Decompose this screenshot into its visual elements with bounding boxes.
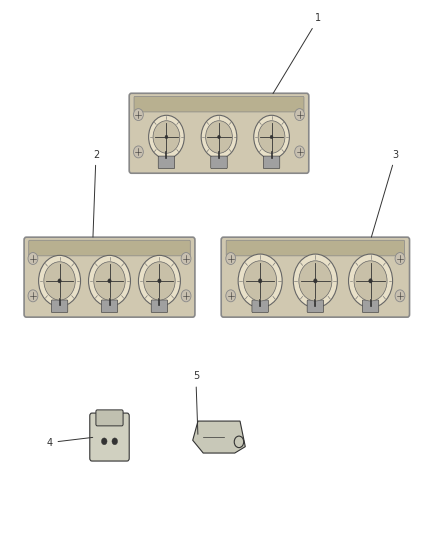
Polygon shape	[193, 421, 245, 453]
Circle shape	[395, 253, 405, 264]
Text: 5: 5	[193, 372, 199, 434]
Circle shape	[58, 279, 61, 283]
Circle shape	[254, 115, 290, 159]
Circle shape	[226, 290, 236, 302]
Circle shape	[181, 290, 191, 302]
Circle shape	[28, 290, 38, 302]
FancyBboxPatch shape	[129, 93, 309, 173]
Circle shape	[181, 253, 191, 264]
FancyBboxPatch shape	[211, 156, 227, 168]
Circle shape	[134, 109, 143, 120]
FancyBboxPatch shape	[221, 237, 410, 317]
Circle shape	[148, 115, 184, 159]
Circle shape	[134, 146, 143, 158]
FancyBboxPatch shape	[362, 300, 379, 312]
Circle shape	[293, 254, 337, 308]
Circle shape	[88, 255, 131, 306]
Circle shape	[369, 279, 372, 283]
Circle shape	[258, 120, 285, 154]
Circle shape	[165, 135, 168, 139]
Circle shape	[395, 290, 405, 302]
FancyBboxPatch shape	[252, 300, 268, 312]
Circle shape	[314, 279, 317, 283]
Circle shape	[144, 262, 175, 300]
Circle shape	[299, 261, 332, 301]
Circle shape	[94, 262, 125, 300]
Circle shape	[205, 120, 233, 154]
Circle shape	[238, 254, 282, 308]
Circle shape	[112, 438, 117, 445]
FancyBboxPatch shape	[307, 300, 324, 312]
Text: 4: 4	[46, 438, 93, 448]
FancyBboxPatch shape	[24, 237, 195, 317]
Circle shape	[295, 109, 304, 120]
Circle shape	[226, 253, 236, 264]
Circle shape	[44, 262, 75, 300]
FancyBboxPatch shape	[96, 410, 123, 426]
Circle shape	[102, 438, 107, 445]
Circle shape	[28, 253, 38, 264]
Circle shape	[354, 261, 387, 301]
Circle shape	[108, 279, 111, 283]
Circle shape	[158, 279, 161, 283]
FancyBboxPatch shape	[51, 300, 68, 312]
FancyBboxPatch shape	[158, 156, 175, 168]
FancyBboxPatch shape	[134, 96, 304, 112]
Circle shape	[218, 135, 220, 139]
FancyBboxPatch shape	[226, 240, 405, 256]
Circle shape	[201, 115, 237, 159]
Circle shape	[270, 135, 273, 139]
Circle shape	[153, 120, 180, 154]
Circle shape	[295, 146, 304, 158]
Text: 1: 1	[273, 13, 321, 94]
FancyBboxPatch shape	[90, 413, 129, 461]
FancyBboxPatch shape	[151, 300, 168, 312]
Circle shape	[244, 261, 277, 301]
Circle shape	[349, 254, 392, 308]
FancyBboxPatch shape	[263, 156, 280, 168]
FancyBboxPatch shape	[29, 240, 190, 256]
FancyBboxPatch shape	[101, 300, 118, 312]
Circle shape	[258, 279, 262, 283]
Circle shape	[138, 255, 180, 306]
Text: 2: 2	[93, 150, 99, 237]
Text: 3: 3	[371, 150, 399, 237]
Circle shape	[39, 255, 81, 306]
